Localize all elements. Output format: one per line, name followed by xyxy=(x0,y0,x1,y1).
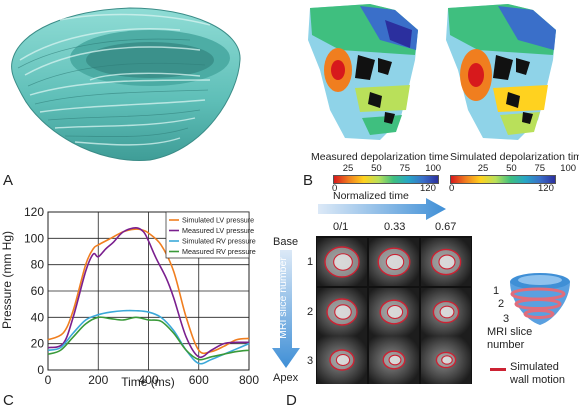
mri-ventricle-cavity xyxy=(387,305,403,319)
wall-motion-outer-contour xyxy=(329,349,355,371)
wall-motion-legend-line2: wall motion xyxy=(510,374,566,386)
heart-slice-model xyxy=(510,273,570,325)
time-label-1: 0.33 xyxy=(384,221,406,233)
legend-label: Measured RV pressure xyxy=(182,247,256,256)
legend-label: Simulated RV pressure xyxy=(182,237,256,246)
normalized-time-arrow xyxy=(318,198,446,220)
wall-motion-outer-contour xyxy=(324,246,360,278)
x-tick-label: 200 xyxy=(88,373,108,387)
y-axis-label: Pressure (mm Hg) xyxy=(0,231,14,329)
wall-motion-legend-line1: Simulated xyxy=(510,361,559,373)
wall-motion-outer-contour xyxy=(432,300,460,324)
simulated-colorbar-ticks-top: 25 50 75 100 xyxy=(478,163,576,175)
chart-legend-box xyxy=(165,211,250,259)
slice-number-1: 1 xyxy=(307,256,314,268)
simulated-colorbar-max: 120 xyxy=(538,183,554,194)
wall-motion-inner-contour xyxy=(388,354,402,366)
measured-colorbar xyxy=(333,175,439,184)
series-line-0 xyxy=(47,228,250,355)
model-slice-number-3: 3 xyxy=(503,313,510,325)
series-line-1 xyxy=(47,226,250,359)
colorbar-tick: 25 xyxy=(342,163,354,174)
y-tick-label: 60 xyxy=(31,284,45,298)
base-label: Base xyxy=(273,236,299,248)
panel-label-d: D xyxy=(286,392,297,409)
mri-ventricle-cavity xyxy=(336,354,350,366)
mri-ventricle-cavity xyxy=(334,304,352,320)
x-axis-label: Time (ms) xyxy=(121,375,175,389)
legend-label: Measured LV pressure xyxy=(182,226,254,235)
x-tick-label: 400 xyxy=(138,373,158,387)
mri-ventricle-cavity xyxy=(389,355,401,365)
fiber-heart-image xyxy=(11,7,241,161)
mri-ventricle-cavity xyxy=(333,253,353,271)
legend-label: Simulated LV pressure xyxy=(182,216,254,225)
wall-motion-inner-contour xyxy=(334,304,352,320)
wall-motion-outer-contour xyxy=(382,350,406,370)
series-line-3 xyxy=(47,316,250,361)
time-label-0: 0/1 xyxy=(333,221,349,233)
model-slice-label-line2: number xyxy=(487,339,525,351)
simulated-depolarization-map xyxy=(446,4,556,140)
wall-motion-outer-contour xyxy=(377,247,411,277)
wall-motion-outer-contour xyxy=(430,248,462,276)
wall-motion-inner-contour xyxy=(386,304,404,320)
slice-number-2: 2 xyxy=(307,306,314,318)
series-line-2 xyxy=(47,309,250,365)
colorbar-tick: 25 xyxy=(477,163,489,174)
wall-motion-inner-contour xyxy=(441,355,453,365)
x-tick-label: 0 xyxy=(45,373,52,387)
wall-motion-inner-contour xyxy=(335,353,351,367)
wall-motion-inner-contour xyxy=(333,253,353,271)
panel-label-a: A xyxy=(3,172,14,189)
mri-slice-axis-label: MRI slice number xyxy=(276,257,289,339)
pressure-chart: 0 200 400 600 800 0 20 40 60 80 100 120 Simulated L… xyxy=(0,205,259,389)
wall-motion-inner-contour xyxy=(439,305,455,319)
y-tick-label: 40 xyxy=(31,310,45,324)
panel-label-b: B xyxy=(303,172,314,189)
colorbar-tick: 75 xyxy=(534,163,546,174)
wall-motion-outer-contour xyxy=(326,298,358,326)
x-tick-label: 800 xyxy=(239,373,259,387)
time-label-2: 0.67 xyxy=(435,221,457,233)
mri-ventricle-cavity xyxy=(386,254,404,270)
wall-motion-inner-contour xyxy=(385,253,405,271)
model-slice-number-1: 1 xyxy=(493,285,500,297)
y-tick-label: 20 xyxy=(31,337,45,351)
y-tick-label: 100 xyxy=(24,231,44,245)
mri-ventricle-cavity xyxy=(440,306,454,318)
measured-colorbar-max: 120 xyxy=(420,183,436,194)
colorbar-tick: 100 xyxy=(560,163,577,174)
mri-grid xyxy=(316,236,472,384)
slice-number-3: 3 xyxy=(307,355,314,367)
mri-ventricle-cavity xyxy=(438,255,456,269)
colorbar-tick: 50 xyxy=(506,163,517,174)
measured-colorbar-title: Measured depolarization time xyxy=(311,151,449,163)
y-tick-label: 120 xyxy=(24,205,44,219)
y-tick-label: 80 xyxy=(31,258,45,272)
simulated-colorbar-title: Simulated depolarization time xyxy=(450,151,579,163)
simulated-colorbar-min: 0 xyxy=(449,183,455,194)
model-slice-label-line1: MRI slice xyxy=(487,326,533,338)
wall-motion-outer-contour xyxy=(435,351,457,369)
wall-motion-inner-contour xyxy=(438,254,456,270)
measured-depolarization-map xyxy=(308,4,418,140)
normalized-time-label: Normalized time xyxy=(333,190,409,202)
y-tick-label: 0 xyxy=(37,363,44,377)
apex-label: Apex xyxy=(273,372,299,384)
panel-label-c: C xyxy=(3,392,14,409)
measured-colorbar-min: 0 xyxy=(332,183,338,194)
x-tick-label: 600 xyxy=(189,373,209,387)
measured-colorbar-ticks-top: 25 50 75 100 xyxy=(343,163,441,175)
slice-direction-arrow xyxy=(272,250,300,368)
model-slice-number-2: 2 xyxy=(498,298,505,310)
colorbar-tick: 100 xyxy=(425,163,442,174)
simulated-colorbar xyxy=(450,175,556,184)
mri-ventricle-cavity xyxy=(441,355,453,365)
wall-motion-legend-swatch xyxy=(490,368,506,371)
wall-motion-outer-contour xyxy=(379,299,409,325)
colorbar-tick: 75 xyxy=(399,163,411,174)
colorbar-tick: 50 xyxy=(371,163,382,174)
